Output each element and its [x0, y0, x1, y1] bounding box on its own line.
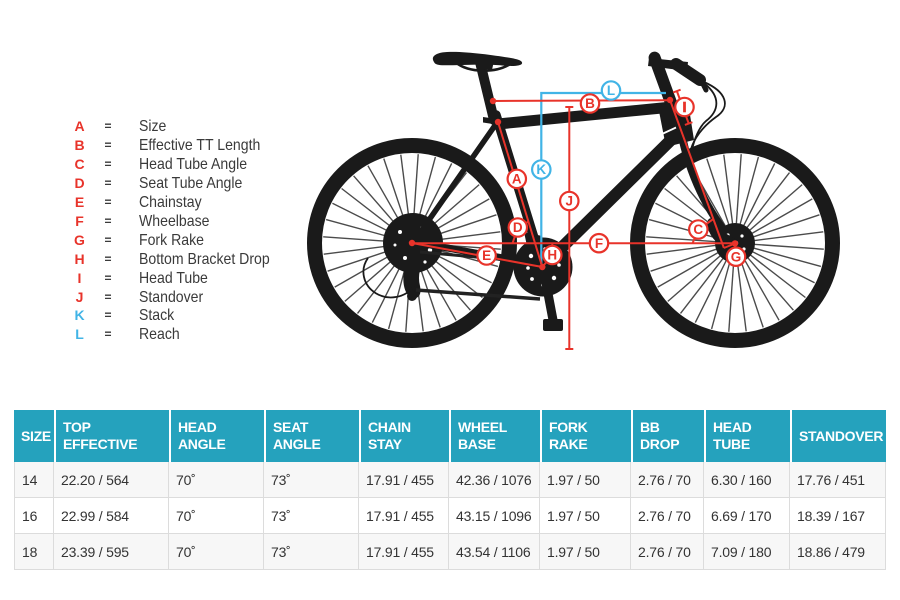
svg-text:C: C — [693, 222, 703, 237]
svg-text:J: J — [566, 194, 574, 209]
svg-text:B: B — [585, 96, 595, 111]
svg-text:A: A — [512, 172, 522, 187]
svg-text:K: K — [536, 162, 546, 177]
svg-text:H: H — [547, 248, 557, 263]
svg-text:D: D — [513, 220, 523, 235]
svg-text:F: F — [595, 236, 603, 251]
svg-text:L: L — [607, 83, 615, 98]
svg-text:E: E — [482, 248, 491, 263]
svg-text:G: G — [731, 249, 742, 264]
